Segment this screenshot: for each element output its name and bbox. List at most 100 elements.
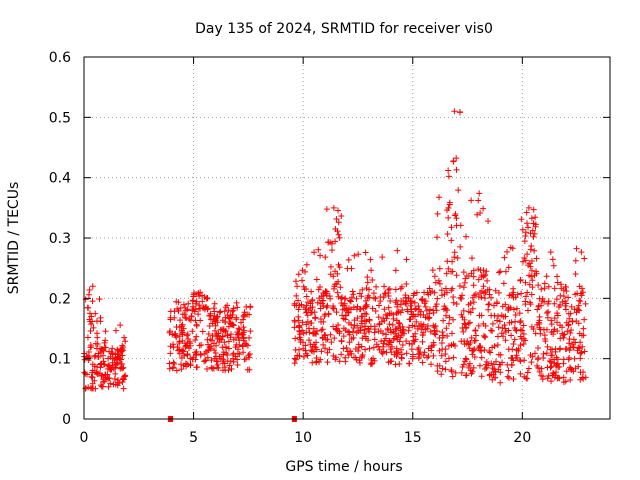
data-point: [99, 346, 106, 353]
data-point: [328, 339, 335, 346]
data-point: [399, 329, 406, 336]
data-point: [512, 312, 519, 319]
data-point: [362, 333, 369, 340]
y-tick-label: 0.3: [49, 231, 71, 247]
data-point: [421, 349, 428, 356]
data-point: [485, 218, 492, 225]
data-point: [396, 320, 403, 327]
data-point: [461, 341, 468, 348]
data-point: [522, 337, 529, 344]
data-point: [553, 296, 560, 303]
data-point: [367, 256, 374, 263]
data-point: [207, 345, 214, 352]
data-point: [497, 351, 504, 358]
data-point: [394, 336, 401, 343]
data-point: [442, 366, 449, 373]
data-point: [572, 339, 579, 346]
data-point: [520, 341, 527, 348]
data-point: [550, 262, 557, 269]
data-point: [381, 283, 388, 290]
data-point: [300, 330, 307, 337]
data-point: [486, 348, 493, 355]
data-point: [544, 375, 551, 382]
data-point: [379, 254, 386, 261]
data-point: [445, 204, 452, 211]
data-point: [505, 375, 512, 382]
data-point: [478, 347, 485, 354]
data-point: [522, 293, 529, 300]
data-point: [552, 345, 559, 352]
data-point: [475, 322, 482, 329]
data-point: [428, 361, 435, 368]
data-point: [457, 108, 464, 115]
data-point: [460, 328, 467, 335]
data-point: [238, 319, 245, 326]
data-point: [526, 260, 533, 267]
data-point: [84, 304, 91, 311]
data-point: [508, 292, 515, 299]
data-point: [575, 320, 582, 327]
data-point: [483, 358, 490, 365]
data-point: [499, 325, 506, 332]
data-point: [547, 364, 554, 371]
data-point: [190, 306, 197, 313]
data-point: [318, 327, 325, 334]
data-point: [306, 329, 313, 336]
data-point: [463, 233, 470, 240]
data-point: [209, 320, 216, 327]
data-point: [458, 311, 465, 318]
x-tick-label: 10: [294, 430, 312, 446]
data-point: [420, 352, 427, 359]
data-point: [178, 361, 185, 368]
data-point: [364, 279, 371, 286]
data-point: [419, 359, 426, 366]
data-point: [403, 298, 410, 305]
data-point: [470, 273, 477, 280]
data-point: [93, 369, 100, 376]
data-point: [182, 304, 189, 311]
data-point: [385, 286, 392, 293]
data-point: [543, 310, 550, 317]
data-point: [361, 330, 368, 337]
data-point: [573, 245, 580, 252]
data-point: [87, 344, 94, 351]
data-point: [338, 338, 345, 345]
data-point: [528, 359, 535, 366]
data-point: [179, 321, 186, 328]
data-point: [85, 291, 92, 298]
data-point: [313, 359, 320, 366]
data-point: [577, 369, 584, 376]
data-point: [482, 366, 489, 373]
data-point: [438, 352, 445, 359]
data-point: [370, 344, 377, 351]
data-point: [240, 337, 247, 344]
data-point: [517, 326, 524, 333]
x-tick-label: 20: [513, 430, 531, 446]
data-point: [222, 327, 229, 334]
data-point: [322, 254, 329, 261]
data-point: [240, 313, 247, 320]
data-point: [463, 372, 470, 379]
data-point: [510, 341, 517, 348]
chart-title: Day 135 of 2024, SRMTID for receiver vis…: [195, 21, 493, 37]
data-point: [234, 329, 241, 336]
data-point: [317, 252, 324, 259]
data-point: [483, 268, 490, 275]
data-point: [545, 308, 552, 315]
data-point: [359, 286, 366, 293]
data-point: [504, 373, 511, 380]
data-point: [438, 340, 445, 347]
data-point: [189, 356, 196, 363]
data-point: [525, 224, 532, 231]
data-point: [536, 295, 543, 302]
data-point: [372, 295, 379, 302]
data-point: [302, 306, 309, 313]
data-point: [225, 323, 232, 330]
data-point: [502, 268, 509, 275]
data-point: [192, 349, 199, 356]
data-point: [403, 350, 410, 357]
data-point: [332, 238, 339, 245]
data-point: [551, 315, 558, 322]
data-point: [420, 321, 427, 328]
grid: [84, 57, 610, 419]
